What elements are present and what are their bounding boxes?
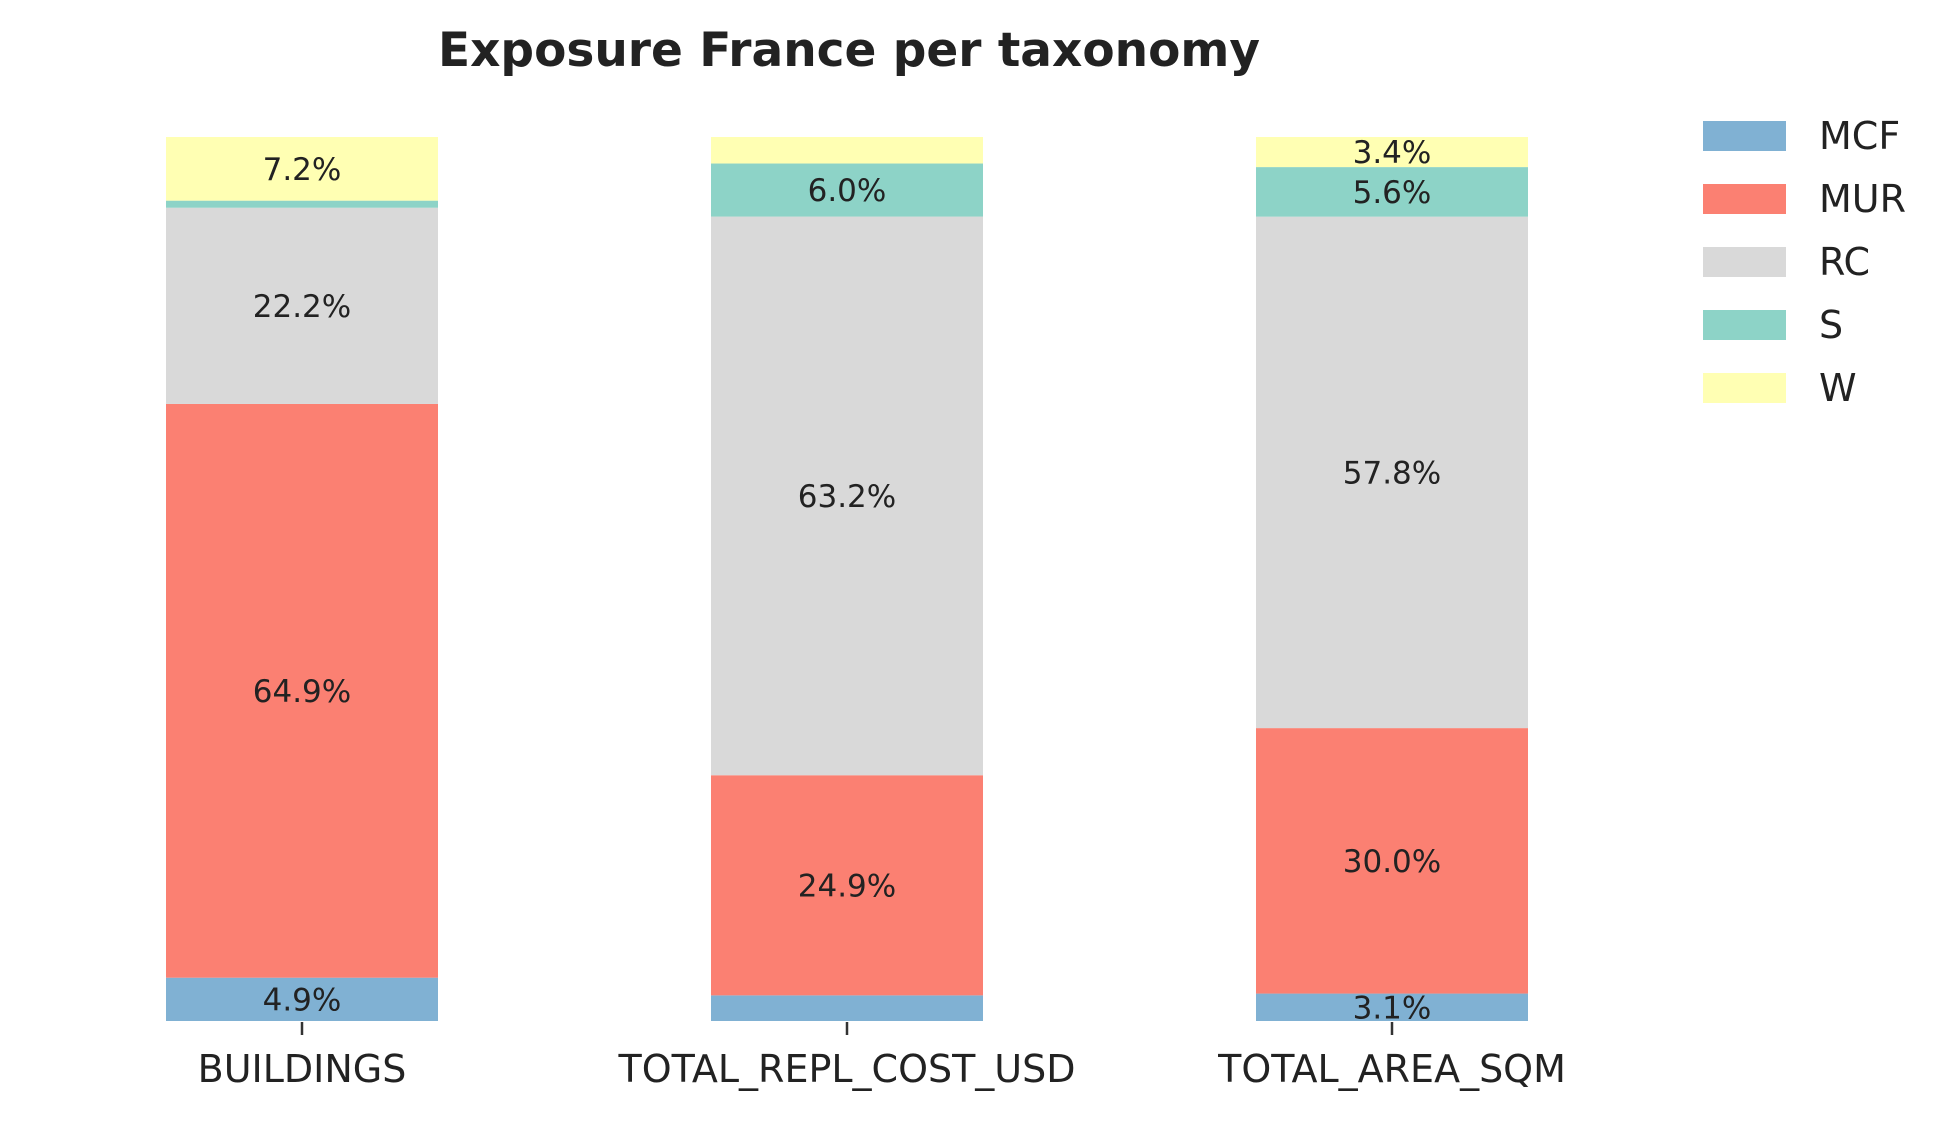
bar-segment-mcf-total_repl_cost_usd	[711, 995, 983, 1021]
bar-segment-w-total_area_sqm	[1256, 137, 1528, 168]
x-axis: BUILDINGS TOTAL_REPL_COST_USD TOTAL_AREA_S…	[198, 1022, 1566, 1091]
legend-swatch-w	[1703, 373, 1786, 403]
bar-segment-mcf-total_area_sqm	[1256, 993, 1528, 1021]
data-label-rc-total_repl_cost_usd: 63.2%	[798, 479, 896, 515]
data-label-s-total_area_sqm: 5.6%	[1353, 175, 1432, 211]
data-label-w-total_area_sqm: 3.4%	[1353, 135, 1432, 171]
data-label-rc-buildings: 22.2%	[253, 289, 351, 325]
data-label-mur-buildings: 64.9%	[253, 674, 351, 710]
legend-label-w: W	[1819, 366, 1857, 410]
bar-segment-mur-total_repl_cost_usd	[711, 775, 983, 996]
legend-label-mur: MUR	[1819, 177, 1906, 221]
x-tick-label: BUILDINGS	[198, 1047, 407, 1091]
data-label-w-buildings: 7.2%	[263, 152, 342, 188]
bar-segment-mcf-buildings	[166, 977, 438, 1021]
data-label-s-total_repl_cost_usd: 6.0%	[808, 173, 887, 209]
bar-segment-rc-total_repl_cost_usd	[711, 216, 983, 776]
bar-segment-rc-buildings	[166, 207, 438, 404]
bar-segment-s-total_area_sqm	[1256, 167, 1528, 217]
legend: MCF MUR RC SW	[1703, 114, 1906, 410]
data-label-mcf-buildings: 4.9%	[263, 982, 342, 1018]
bar-segment-mur-buildings	[166, 403, 438, 978]
legend-label-s: S	[1819, 303, 1843, 347]
data-label-mcf-total_area_sqm: 3.1%	[1353, 990, 1432, 1026]
legend-label-rc: RC	[1819, 240, 1870, 284]
legend-swatch-rc	[1703, 247, 1786, 277]
data-label-mur-total_repl_cost_usd: 24.9%	[798, 868, 896, 904]
bar-segment-rc-total_area_sqm	[1256, 216, 1528, 729]
chart-title: Exposure France per taxonomy	[438, 23, 1260, 78]
legend-swatch-s	[1703, 310, 1786, 340]
data-label-mur-total_area_sqm: 30.0%	[1343, 844, 1441, 880]
bar-segment-s-total_repl_cost_usd	[711, 163, 983, 217]
legend-swatch-mur	[1703, 184, 1786, 214]
bar-segment-w-total_repl_cost_usd	[711, 137, 983, 164]
legend-label-mcf: MCF	[1819, 114, 1900, 158]
bars-layer: 4.9% 64.9% 22.2% 7.2% 24.9% 63.2% 6.0% 3.1% 30.0…	[166, 135, 1528, 1026]
bar-segment-w-buildings	[166, 137, 438, 201]
bar-segment-s-buildings	[166, 200, 438, 208]
x-tick-label: TOTAL_REPL_COST_USD	[617, 1047, 1075, 1091]
legend-swatch-mcf	[1703, 121, 1786, 151]
data-label-rc-total_area_sqm: 57.8%	[1343, 455, 1441, 491]
bar-segment-mur-total_area_sqm	[1256, 728, 1528, 994]
x-tick-label: TOTAL_AREA_SQM	[1217, 1047, 1566, 1091]
